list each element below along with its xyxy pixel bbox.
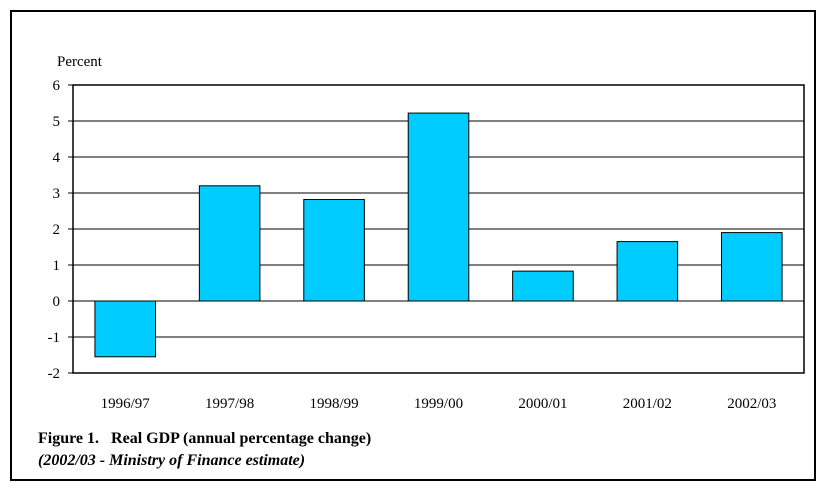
bar [198, 185, 261, 302]
bars [94, 112, 783, 358]
bar [94, 300, 156, 358]
bar [616, 241, 679, 302]
figure-note: (2002/03 - Ministry of Finance estimate) [38, 452, 306, 469]
x-tick-label: 2002/03 [727, 396, 776, 412]
y-tick-label: -2 [48, 366, 61, 382]
y-tick-label: 3 [53, 186, 61, 202]
figure-caption: Figure 1. Real GDP (annual percentage cha… [38, 430, 371, 448]
y-tick-label: 0 [53, 294, 61, 310]
bar [303, 198, 365, 302]
y-tick-label: 2 [53, 222, 61, 238]
y-axis-ticks: -2 -1 0 1 2 3 4 5 6 [48, 78, 73, 382]
y-tick-label: 4 [53, 150, 61, 166]
x-tick-label: 1999/00 [414, 396, 463, 412]
y-tick-label: 6 [53, 78, 61, 94]
x-tick-label: 2001/02 [623, 396, 672, 412]
plot-area [72, 84, 805, 374]
y-tick-label: 5 [53, 114, 61, 130]
x-tick-label: 1997/98 [205, 396, 254, 412]
x-tick-label: 1996/97 [101, 396, 151, 412]
figure-title: Real GDP (annual percentage change) [111, 430, 372, 447]
x-tick-label: 2000/01 [518, 396, 567, 412]
bar [407, 112, 470, 302]
x-tick-label: 1998/99 [309, 396, 358, 412]
y-tick-label: 1 [53, 258, 61, 274]
bar [721, 232, 783, 302]
bar [512, 270, 574, 302]
y-tick-label: -1 [48, 330, 61, 346]
x-axis-ticks: 1996/97 1997/98 1998/99 1999/00 2000/01 2001/… [101, 396, 777, 412]
y-axis-label: Percent [57, 54, 103, 70]
figure-number: Figure 1. [38, 430, 100, 447]
